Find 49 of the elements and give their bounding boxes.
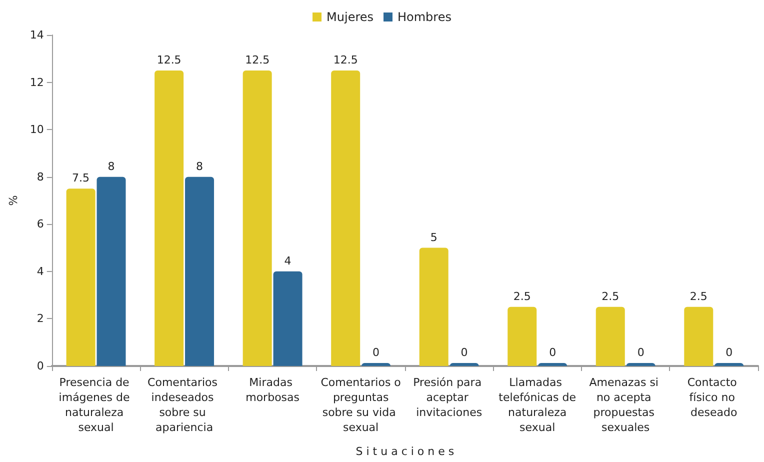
bar [96,176,126,366]
data-label: 0 [549,346,556,359]
x-tick-label: Contacto físico no deseado [687,376,740,419]
y-axis-title: % [7,195,20,206]
x-tick-label: Miradas morbosas [246,376,300,404]
y-tick-label: 2 [36,312,44,326]
bar [626,363,656,366]
x-tick-label: Comentarios o preguntas sobre su vida sexual [320,376,402,434]
data-label: 8 [196,160,204,173]
bar [242,70,272,366]
y-tick-label: 14 [30,28,44,42]
data-label: 5 [430,230,438,244]
bar [331,70,360,366]
bar [185,176,214,366]
data-label: 7.5 [72,172,90,185]
x-tick-label: Comentarios indeseados sobre su apariencia [148,376,222,434]
data-label: 4 [284,254,292,268]
data-label: 12.5 [333,53,358,66]
bar [714,363,744,366]
data-label: 0 [372,346,380,359]
data-label: 0 [726,346,733,359]
x-tick-label: Presión para aceptar invitaciones [413,376,486,419]
bar [419,248,448,366]
bar [362,363,391,366]
data-label: 12.5 [156,53,182,66]
x-axis-title: S i t u a c i o n e s [356,445,454,458]
bar [273,271,302,366]
data-label: 0 [460,346,468,359]
bar [538,363,568,366]
bar [154,70,184,366]
data-label: 12.5 [245,53,270,66]
bar [450,363,479,366]
y-tick-label: 10 [30,123,44,136]
x-tick-label: Amenazas si no acepta propuestas sexuales [589,376,662,434]
x-tick-label: Presencia de imágenes de naturaleza sexual [58,376,134,434]
y-tick-label: 8 [36,170,44,184]
data-label: 2.5 [602,290,620,303]
y-tick-label: 0 [36,360,44,372]
bar [66,188,96,366]
x-tick-label: Llamadas telefónicas de naturaleza sexual [498,376,576,434]
data-label: 0 [637,346,644,359]
legend-label: Hombres [398,10,452,24]
y-tick-label: 12 [30,76,44,89]
legend-label: Mujeres [326,10,374,24]
y-tick-label: 4 [36,264,44,278]
data-label: 2.5 [513,290,531,303]
y-tick-label: 6 [36,218,44,231]
data-label: 8 [108,160,115,173]
data-label: 2.5 [690,290,708,303]
